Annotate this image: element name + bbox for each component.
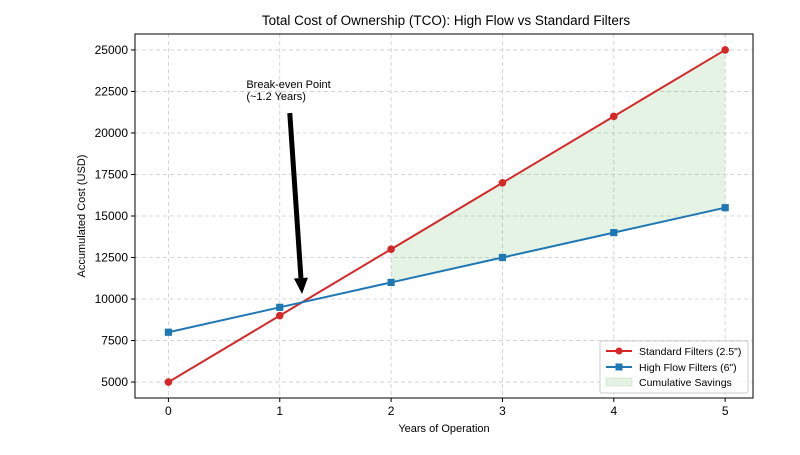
legend-savings-label: Cumulative Savings (639, 377, 732, 389)
chart-title: Total Cost of Ownership (TCO): High Flow… (262, 13, 631, 28)
annotation-arrow-shaft (287, 112, 304, 279)
series-1-point (164, 328, 173, 336)
series-layer (164, 46, 729, 386)
x-tick-label: 3 (499, 404, 506, 418)
break-even-annotation: Break-even Point (~1.2 Years) (246, 79, 331, 295)
series-0-point (721, 46, 729, 54)
y-tick-label: 20000 (95, 126, 129, 140)
series-0-point (387, 245, 395, 254)
annotation-line-2: (~1.2 Years) (246, 91, 306, 103)
x-tick-label: 4 (610, 404, 617, 418)
series-1-point (721, 204, 729, 212)
annotation-line-1: Break-even Point (246, 79, 330, 91)
savings-fill (391, 49, 726, 283)
y-tick-label: 10000 (95, 292, 129, 306)
series-0-point (610, 112, 618, 121)
series-0-point (498, 178, 507, 187)
y-tick-label: 17500 (95, 167, 129, 181)
series-line-0 (167, 49, 726, 383)
series-1-point (498, 253, 507, 262)
y-tick-label: 15000 (95, 209, 129, 223)
legend-box (599, 340, 749, 394)
legend-highflow-label: High Flow Filters (6") (639, 362, 737, 374)
series-1-point (276, 303, 284, 311)
series-0-point (164, 378, 173, 386)
y-tick-label: 22500 (95, 84, 129, 98)
y-tick-label: 12500 (95, 251, 129, 265)
x-tick-label: 2 (388, 404, 395, 418)
legend-standard-marker (615, 347, 623, 355)
series-line-1 (168, 206, 726, 334)
series-1-point (387, 278, 395, 287)
ticks: 0 1 2 3 4 5 5000 7500 10000 12500 15000 17500 20000 2… (95, 43, 729, 418)
x-axis-label: Years of Operation (398, 423, 489, 435)
x-tick-label: 5 (722, 404, 729, 418)
legend: Standard Filters (2.5") High Flow Filter… (599, 340, 749, 394)
series-0-point (275, 311, 284, 320)
y-tick-label: 7500 (101, 334, 128, 348)
legend-standard-label: Standard Filters (2.5") (639, 346, 741, 358)
savings-fill-layer (391, 49, 726, 283)
annotation-arrow-head (293, 277, 308, 295)
y-tick-label: 25000 (95, 43, 129, 57)
series-1-point (610, 229, 618, 237)
x-tick-label: 0 (165, 404, 172, 418)
y-axis-label: Accumulated Cost (USD) (76, 155, 88, 278)
y-tick-label: 5000 (101, 375, 128, 389)
legend-savings-swatch (605, 377, 633, 387)
x-tick-label: 1 (276, 404, 283, 418)
legend-highflow-marker (615, 363, 623, 371)
